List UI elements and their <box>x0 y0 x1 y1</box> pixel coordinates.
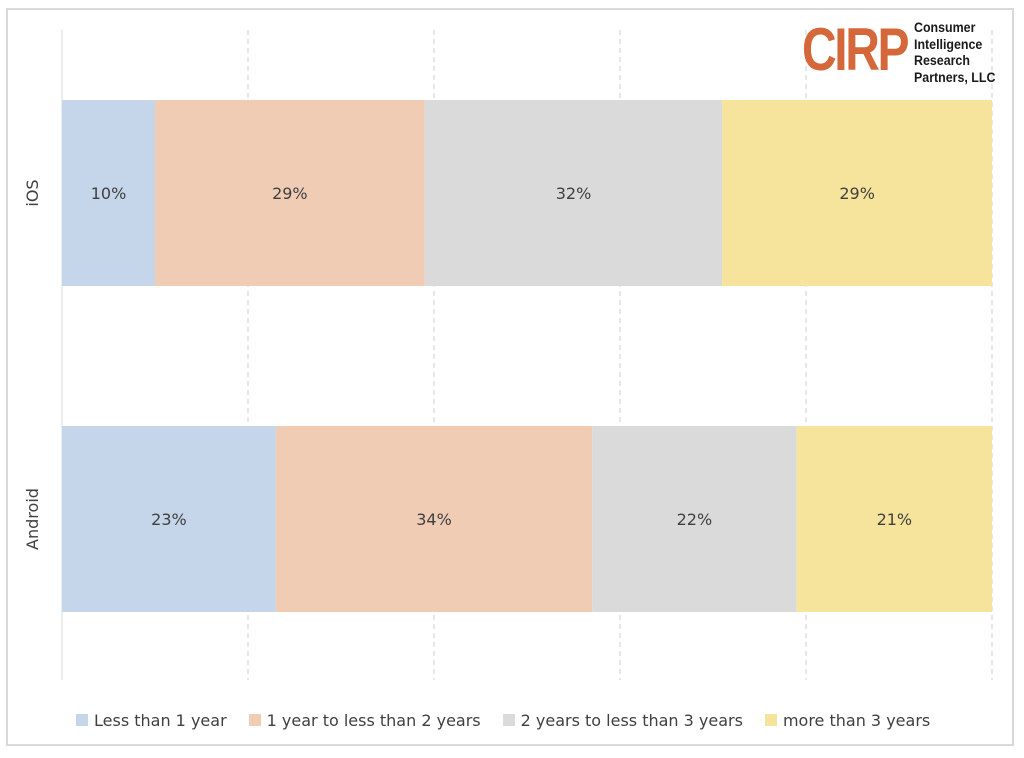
legend-label: more than 3 years <box>782 710 931 730</box>
bar-segment <box>722 100 992 286</box>
data-label: 10% <box>91 184 127 203</box>
logo-company-name: Consumer Intelligence Research Partners,… <box>914 20 995 86</box>
data-label: 29% <box>839 184 875 203</box>
bar-segment <box>592 426 797 612</box>
logo-line: Intelligence <box>914 36 983 52</box>
data-label: 29% <box>272 184 308 203</box>
bar-segment <box>62 100 155 286</box>
logo-line: Partners, LLC <box>914 69 996 85</box>
legend-swatch <box>502 714 515 726</box>
legend-label: 2 years to less than 3 years <box>520 710 743 730</box>
logo-wordmark: CIRP <box>802 16 909 83</box>
bar-segment <box>796 426 992 612</box>
legend-swatch <box>764 714 777 726</box>
legend-swatch <box>76 714 88 726</box>
bar-segment <box>62 426 276 612</box>
legend-item: 2 years to less than 3 years <box>502 710 743 730</box>
bar-segment <box>275 426 593 612</box>
data-label: 22% <box>677 510 713 529</box>
legend-swatch <box>248 714 261 726</box>
legend-label: Less than 1 year <box>94 710 227 730</box>
legend-item: Less than 1 year <box>76 711 227 730</box>
data-label: 34% <box>416 510 452 529</box>
legend: Less than 1 year 1 year to less than 2 y… <box>76 708 952 732</box>
cirp-logo: CIRP Consumer Intelligence Research Part… <box>802 16 1012 90</box>
bar-segment <box>155 100 425 286</box>
legend-item: 1 year to less than 2 years <box>248 710 481 730</box>
category-label: Android <box>23 488 42 550</box>
data-label: 23% <box>151 510 187 529</box>
bar-segment <box>424 100 723 286</box>
logo-line: Research <box>914 53 970 68</box>
data-label: 32% <box>556 184 592 203</box>
legend-label: 1 year to less than 2 years <box>266 710 481 730</box>
data-label: 21% <box>877 510 913 529</box>
legend-item: more than 3 years <box>764 710 931 730</box>
logo-line: Consumer <box>914 20 976 35</box>
category-label: iOS <box>23 179 42 206</box>
